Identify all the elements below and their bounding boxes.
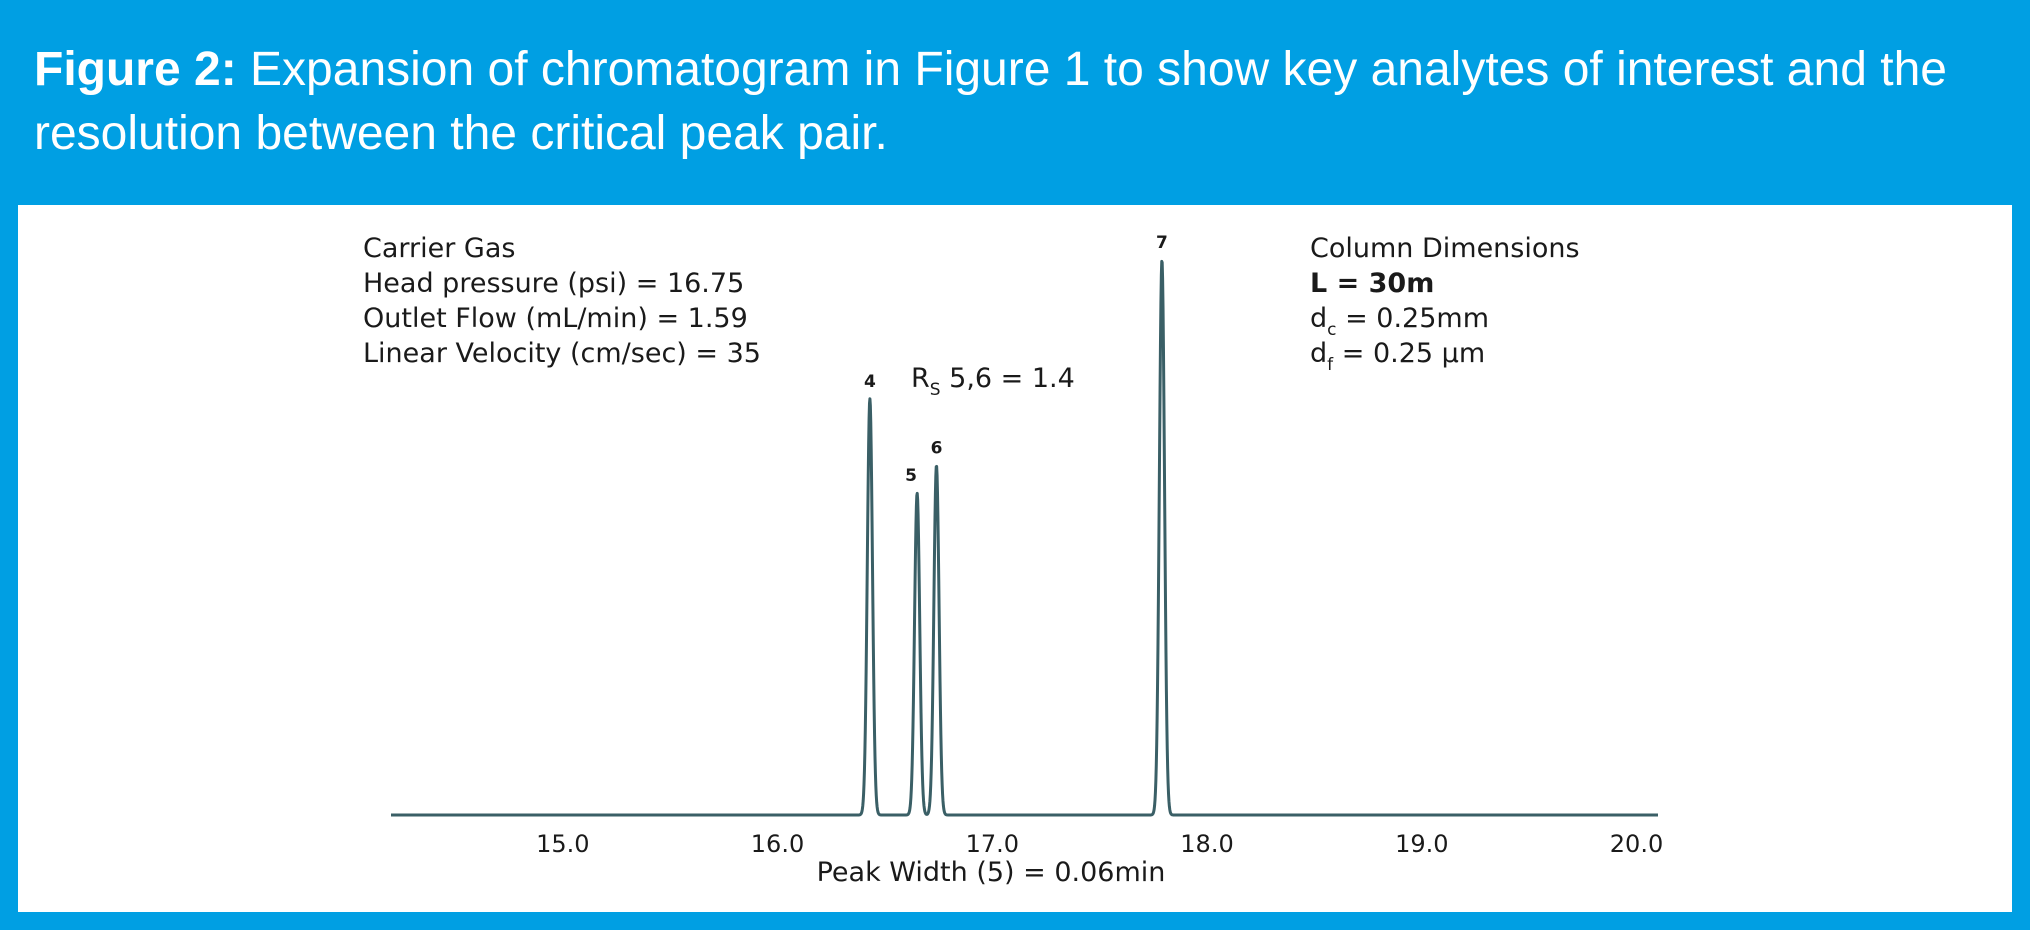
x-tick-label: 18.0	[1180, 830, 1233, 858]
dc-base: d	[1310, 303, 1328, 334]
resolution-sub: S	[929, 380, 941, 400]
x-tick-label: 15.0	[536, 830, 589, 858]
chromatogram-chart: 4 56 7 15.0 16.0 17.0 18.0 19.0 20.0	[389, 233, 1663, 858]
peak-label-5: 5	[905, 466, 917, 486]
df-sub: f	[1327, 355, 1334, 375]
df-base: d	[1310, 338, 1328, 369]
df-value: = 0.25 µm	[1341, 338, 1486, 369]
film-thickness: df = 0.25 µm	[1310, 336, 1580, 375]
carrier-gas-info: Carrier Gas Head pressure (psi) = 16.75 …	[363, 231, 761, 371]
head-pressure: Head pressure (psi) = 16.75	[363, 268, 745, 299]
resolution-annotation: RS 5,6 = 1.4	[911, 363, 1075, 400]
peak-label-6: 6	[931, 438, 943, 458]
carrier-gas-title: Carrier Gas	[363, 233, 516, 264]
peak-label-7: 7	[1156, 233, 1168, 253]
x-tick-label: 16.0	[751, 830, 804, 858]
figure-caption-text: Expansion of chromatogram in Figure 1 to…	[34, 43, 1947, 160]
column-title: Column Dimensions	[1310, 233, 1580, 264]
dc-value: = 0.25mm	[1345, 303, 1490, 334]
dc-sub: c	[1327, 320, 1337, 340]
linear-velocity: Linear Velocity (cm/sec) = 35	[363, 338, 761, 369]
column-length: L = 30m	[1310, 268, 1435, 299]
resolution-base: R	[911, 363, 930, 394]
x-tick-label: 19.0	[1395, 830, 1448, 858]
figure-label: Figure 2:	[34, 43, 237, 96]
figure-caption: Figure 2: Expansion of chromatogram in F…	[0, 0, 2030, 205]
column-diameter: dc = 0.25mm	[1310, 301, 1580, 340]
x-tick-label: 17.0	[966, 830, 1019, 858]
x-axis-title: Peak Width (5) = 0.06min	[816, 857, 1166, 888]
x-tick-label: 20.0	[1610, 830, 1663, 858]
column-dimensions-info: Column Dimensions L = 30m dc = 0.25mm df…	[1310, 231, 1580, 375]
outlet-flow: Outlet Flow (mL/min) = 1.59	[363, 303, 748, 334]
chromatogram-trace	[389, 259, 1660, 817]
resolution-value: 5,6 = 1.4	[949, 363, 1075, 394]
peak-label-4: 4	[864, 372, 876, 392]
